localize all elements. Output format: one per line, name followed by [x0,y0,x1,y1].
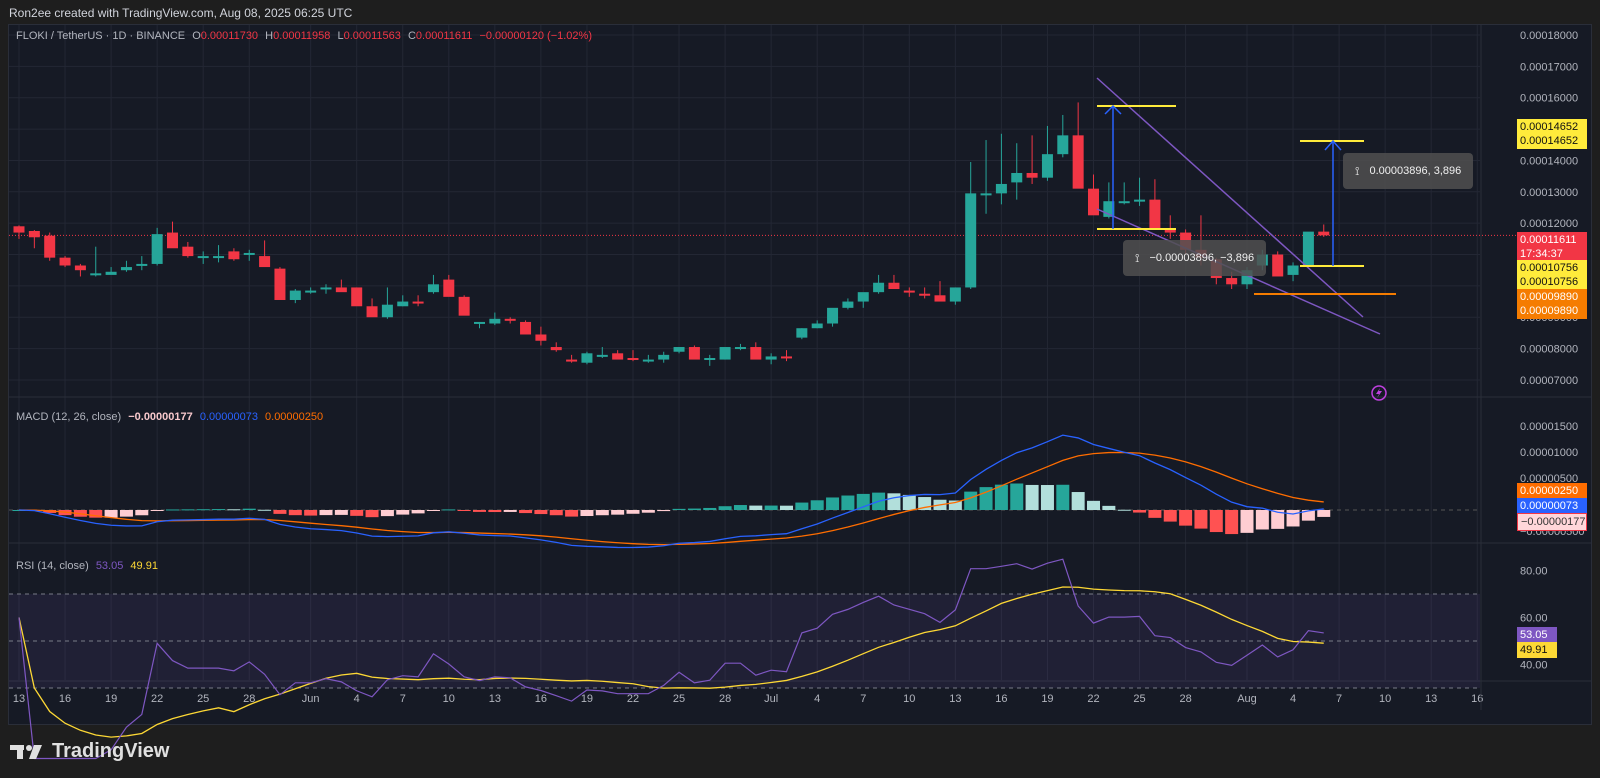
breakout-price-tag: 0.00010756 0.00010756 [1517,260,1587,290]
time-axis-label: 16 [1471,693,1483,705]
time-axis-label: 4 [814,693,820,705]
time-axis-label: 10 [1379,693,1391,705]
macd-axis-label: 0.00000500 [1520,473,1578,485]
rsi-ma-value: 49.91 [130,560,158,572]
open-value: 0.00011730 [200,30,259,42]
time-axis-label: 4 [354,693,360,705]
time-axis-label: 16 [995,693,1007,705]
time-axis-label: 16 [535,693,547,705]
rsi-axis-label: 80.00 [1520,566,1548,578]
rsi-ma-tag: 49.91 [1517,642,1557,658]
rsi-value: 53.05 [95,560,124,572]
tradingview-logo-icon [10,744,42,759]
rsi-ma-line [18,586,1324,738]
macd-value: 0.00000073 [199,411,258,423]
time-axis-label: 22 [151,693,163,705]
measure-icon: ⟟ [1355,163,1360,178]
rsi-line [18,558,1324,760]
rsi-axis-label: 40.00 [1520,660,1548,672]
macd-title[interactable]: MACD (12, 26, close) [16,411,122,423]
tradingview-logo[interactable]: TradingView [10,740,169,763]
time-axis-label: 28 [243,693,255,705]
time-axis-label: Aug [1237,693,1257,705]
time-axis-label: Jun [302,693,320,705]
macd-legend: MACD (12, 26, close) −0.00000177 0.00000… [16,411,327,423]
lightning-icon[interactable] [1371,385,1387,401]
rsi-legend: RSI (14, close) 53.05 49.91 [16,560,162,572]
time-axis-label: 7 [860,693,866,705]
macd-signal-value: 0.00000250 [265,411,324,423]
time-axis-label: Jul [764,693,778,705]
price-axis-label: 0.00012000 [1520,218,1578,230]
rsi-title[interactable]: RSI (14, close) [16,560,89,572]
symbol-title[interactable]: FLOKI / TetherUS · 1D · BINANCE [16,30,186,42]
target-price-tag: 0.00014652 0.00014652 [1517,119,1587,149]
price-axis-label: 0.00014000 [1520,155,1578,167]
price-axis-label: 0.00018000 [1520,30,1578,42]
time-axis-label: 13 [949,693,961,705]
measure-down-label[interactable]: ⟟ −0.00003896, −3,896 [1123,240,1267,276]
brand-name: TradingView [52,740,170,762]
time-axis-label: 25 [673,693,685,705]
measure-up-label[interactable]: ⟟ 0.00003896, 3,896 [1343,153,1474,189]
change-value: −0.00000120 (−1.02%) [479,30,592,42]
price-axis-label: 0.00013000 [1520,187,1578,199]
macd-signal-tag: 0.00000250 [1517,483,1587,499]
time-axis-label: 25 [1133,693,1145,705]
price-axis-label: 0.00016000 [1520,93,1578,105]
time-axis-label: 10 [903,693,915,705]
time-axis-label: 16 [59,693,71,705]
last-price-tag: 0.00011611 17:34:37 [1517,232,1587,262]
candles[interactable] [13,102,1330,366]
support-price-tag: 0.00009890 0.00009890 [1517,289,1587,319]
time-axis-label: 19 [581,693,593,705]
high-value: 0.00011958 [273,30,331,42]
close-value: 0.00011611 [415,30,473,42]
time-axis-label: 7 [1336,693,1342,705]
rsi-tag: 53.05 [1517,627,1557,643]
time-axis-label: 28 [719,693,731,705]
time-axis-label: 22 [1087,693,1099,705]
time-axis-label: 7 [400,693,406,705]
low-value: 0.00011563 [343,30,401,42]
macd-signal-line [18,451,1324,546]
time-axis-label: 13 [489,693,501,705]
time-axis-label: 13 [13,693,25,705]
time-axis-label: 19 [1041,693,1053,705]
price-axis-label: 0.00008000 [1520,344,1578,356]
bar-countdown: 17:34:37 [1520,248,1563,260]
wedge-upper-trendline [1096,77,1364,318]
price-axis-label: 0.00017000 [1520,61,1578,73]
time-axis-label: 25 [197,693,209,705]
macd-line [18,434,1324,549]
measure-icon: ⟟ [1135,250,1140,265]
macd-line-tag: 0.00000073 [1517,498,1587,514]
rsi-axis-label: 60.00 [1520,613,1548,625]
time-axis-label: 22 [627,693,639,705]
price-axis-label: 0.00007000 [1520,375,1578,387]
symbol-legend: FLOKI / TetherUS · 1D · BINANCE O0.00011… [16,30,592,42]
credit-text: Ron2ee created with TradingView.com, Aug… [9,6,353,20]
time-axis-label: 13 [1425,693,1437,705]
macd-axis-label: 0.00001500 [1520,421,1578,433]
macd-axis-label: 0.00001000 [1520,447,1578,459]
macd-hist-tag: −0.00000177 [1517,513,1587,531]
time-axis-label: 28 [1179,693,1191,705]
time-axis-label: 10 [443,693,455,705]
time-axis-label: 4 [1290,693,1296,705]
macd-hist-value: −0.00000177 [128,411,193,423]
time-axis-label: 19 [105,693,117,705]
